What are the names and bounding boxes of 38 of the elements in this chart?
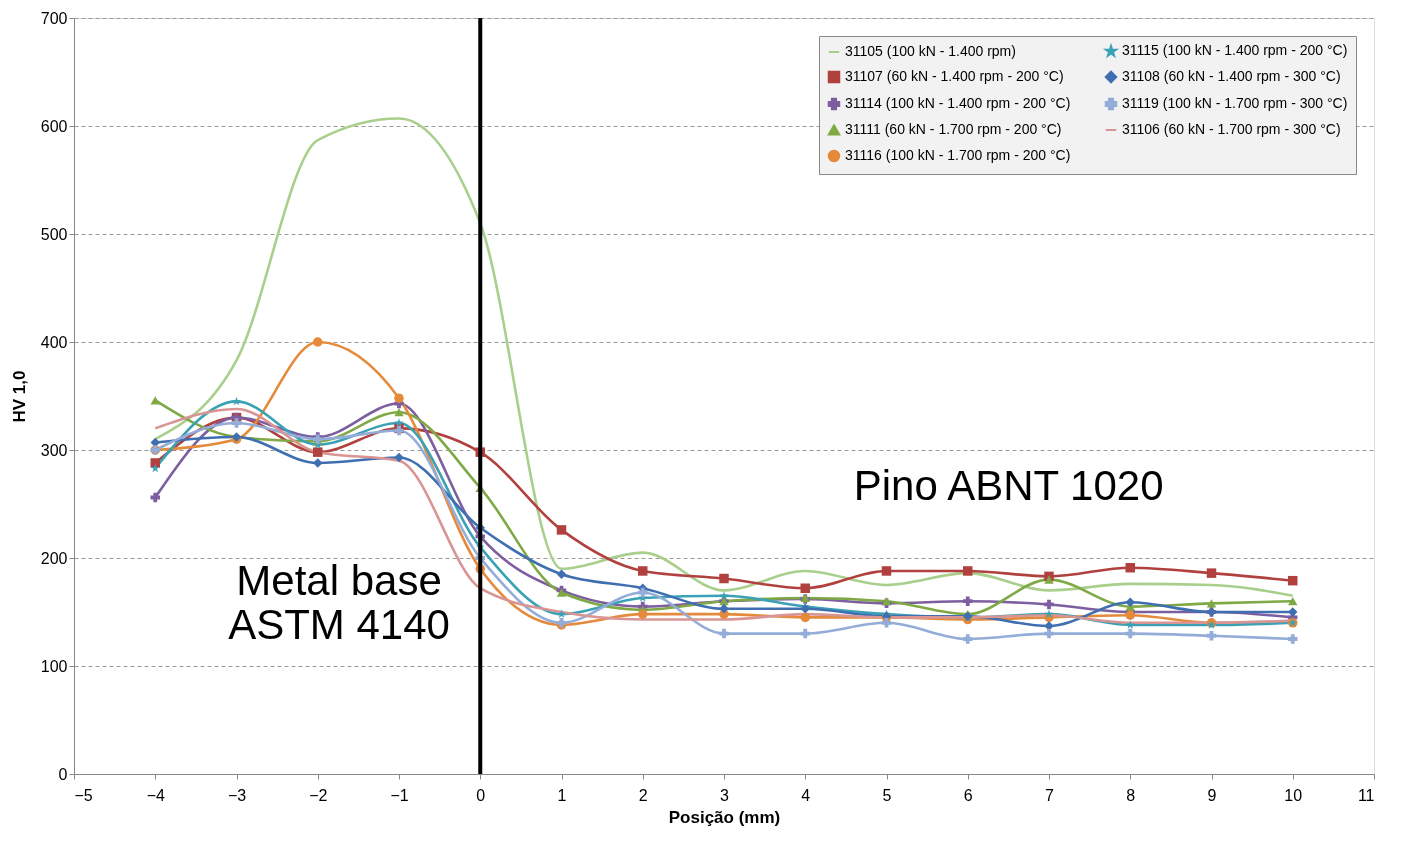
x-tick-label: −4 xyxy=(146,786,165,804)
legend-label: 31115 (100 kN - 1.400 rpm - 200 °C) xyxy=(1122,42,1348,59)
x-tick-label: 6 xyxy=(963,786,973,804)
legend-label: 31111 (60 kN - 1.700 rpm - 200 °C) xyxy=(845,121,1062,137)
annotation: Metal base ASTM 4140 xyxy=(228,557,450,649)
x-tick-label: −3 xyxy=(227,786,247,804)
y-tick-label: 0 xyxy=(58,765,68,783)
y-axis-title: HV 1,0 xyxy=(9,370,29,423)
x-tick-label: 5 xyxy=(882,786,892,804)
x-tick-label: 8 xyxy=(1126,786,1136,804)
x-axis-title: Posição (mm) xyxy=(668,807,781,827)
x-tick-label: 2 xyxy=(638,786,648,804)
x-tick-label: 3 xyxy=(720,786,730,804)
legend-label: 31108 (60 kN - 1.400 rpm - 300 °C) xyxy=(1122,68,1341,84)
y-tick-label: 200 xyxy=(40,549,68,567)
x-tick-label: 1 xyxy=(557,786,567,804)
y-tick-label: 300 xyxy=(40,441,68,459)
x-tick-label: 11 xyxy=(1357,786,1375,804)
x-tick-label: 0 xyxy=(476,786,486,804)
y-tick-label: 600 xyxy=(40,117,68,135)
x-tick-label: −2 xyxy=(309,786,328,804)
annotation: Pino ABNT 1020 xyxy=(853,461,1164,509)
x-tick-label: −1 xyxy=(390,786,409,804)
x-tick-label: 10 xyxy=(1284,786,1303,804)
x-tick-label: 7 xyxy=(1045,786,1055,804)
y-tick-label: 100 xyxy=(40,657,68,675)
legend-label: 31106 (60 kN - 1.700 rpm - 300 °C) xyxy=(1122,121,1341,137)
x-tick-label: −5 xyxy=(74,786,93,804)
x-tick-label: 9 xyxy=(1207,786,1217,804)
y-tick-label: 400 xyxy=(40,333,68,351)
y-tick-label: 700 xyxy=(40,9,68,27)
legend-label: 31107 (60 kN - 1.400 rpm - 200 °C) xyxy=(845,68,1064,84)
legend-label: 31116 (100 kN - 1.700 rpm - 200 °C) xyxy=(845,147,1071,163)
y-tick-label: 500 xyxy=(40,225,68,243)
legend-label: 31105 (100 kN - 1.400 rpm) xyxy=(845,43,1016,59)
legend-label: 31119 (100 kN - 1.700 rpm - 300 °C) xyxy=(1122,95,1348,111)
legend-label: 31114 (100 kN - 1.400 rpm - 200 °C) xyxy=(845,95,1071,111)
x-tick-label: 4 xyxy=(801,786,811,804)
